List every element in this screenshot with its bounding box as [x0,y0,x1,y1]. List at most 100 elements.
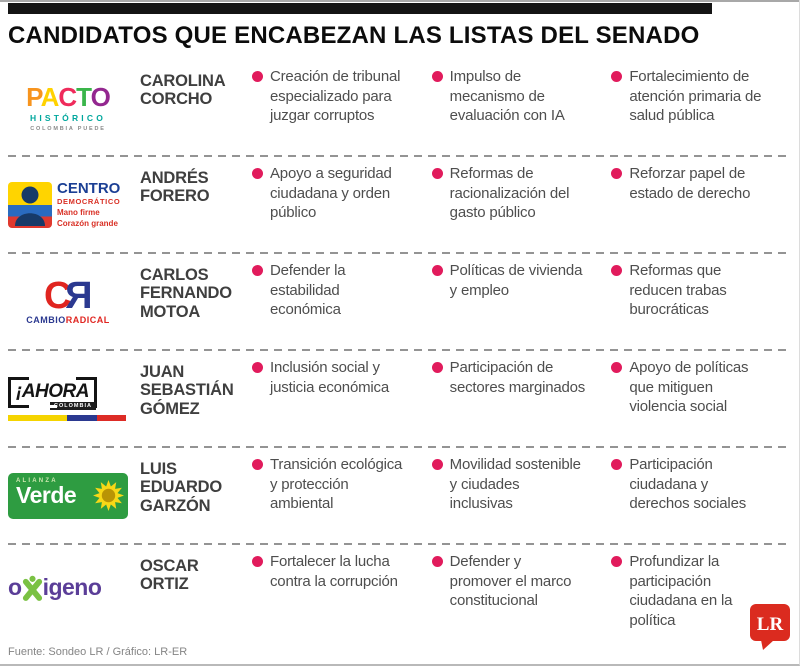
top-gray-line [0,0,799,2]
bullet-icon [431,265,443,276]
proposal-item: Reforzar papel de estado de derecho [611,157,791,223]
bullet-icon [252,168,263,179]
proposal-text: Defender la estabilidad económica [270,262,346,318]
proposal-text: Fortalecer la lucha contra la corrupción [270,553,398,590]
lr-brand-text: LR [757,614,784,635]
flag-red [96,414,126,421]
proposal-item: Transición ecológica y protección ambien… [252,448,432,514]
proposal-item: Defender la estabilidad económica [252,254,432,320]
proposal-text: Participación ciudadana y derechos socia… [629,456,747,512]
proposal-text: Reforzar papel de estado de derecho [629,165,751,202]
proposal-item: Fortalecimiento de atención primaria de … [611,60,791,126]
centro-name-top: CENTRO [57,179,121,197]
pacto-letter: T [76,81,91,112]
row-divider [8,252,791,254]
proposal-item: Inclusión social y justicia económica [252,351,432,417]
candidate-row-andres-forero: CENTRO DEMOCRÁTICO Mano firme Corazón gr… [8,157,791,252]
verde-alianza-text: ALIANZA [16,477,58,484]
oxigeno-x-figure-icon [22,575,42,601]
proposal-text: Fortalecimiento de atención primaria de … [629,68,762,124]
proposal-text: Participación de sectores marginados [449,359,586,396]
proposal-text: Impulso de mecanismo de evaluación con I… [449,68,565,124]
bullet-icon [431,362,443,373]
cambio-radical-monogram: CR [44,274,92,317]
proposal-item: Fortalecer la lucha contra la corrupción [252,545,432,630]
flag-yellow [8,414,67,421]
row-divider [8,543,791,545]
centro-flag-silhouette-icon [8,181,52,228]
bullet-icon [252,265,263,276]
centro-democratico-logo: CENTRO DEMOCRÁTICO Mano firme Corazón gr… [8,181,120,228]
party-logo-alianza-verde: ALIANZA Verde [8,448,140,543]
proposal-item: Políticas de vivienda y empleo [431,254,612,320]
proposal-list: Fortalecer la lucha contra la corrupción… [244,545,791,630]
proposal-text: Defender y promover el marco constitucio… [449,553,572,609]
centro-text: CENTRO DEMOCRÁTICO Mano firme Corazón gr… [57,181,120,228]
proposal-text: Movilidad sostenible y ciudades inclusiv… [449,456,581,512]
lr-brand-logo: LR [749,603,791,656]
proposal-item: Reformas de racionalización del gasto pú… [431,157,612,223]
pacto-letter: P [26,81,41,112]
candidate-name: CAROLINA CORCHO [140,72,225,109]
candidate-name: JUAN SEBASTIÁN GÓMEZ [140,363,234,418]
proposal-item: Apoyo a seguridad ciudadana y orden públ… [252,157,432,223]
proposal-list: Apoyo a seguridad ciudadana y orden públ… [244,157,791,223]
bullet-icon [431,459,443,470]
ahora-logo: ¡AHORA COLOMBIA [8,376,130,421]
candidate-name: LUIS EDUARDO GARZÓN [140,460,223,515]
candidate-name: CARLOS FERNANDO MOTOA [140,266,232,321]
proposal-text: Transición ecológica y protección ambien… [270,456,403,512]
bullet-icon [611,362,623,373]
party-logo-cambio-radical: CR CAMBIORADICAL [8,254,140,349]
pacto-letter: O [90,81,111,112]
proposal-item: Apoyo de políticas que mitiguen violenci… [611,351,791,417]
page-title: CANDIDATOS QUE ENCABEZAN LAS LISTAS DEL … [8,22,700,49]
bullet-icon [431,556,443,567]
proposal-text: Creación de tribunal especializado para … [270,68,401,124]
ahora-colombia-badge: COLOMBIA [50,401,96,410]
ahora-wordmark: ¡AHORA [16,380,90,402]
row-divider [8,155,791,157]
proposal-list: Transición ecológica y protección ambien… [244,448,791,514]
proposal-text: Reformas de racionalización del gasto pú… [449,165,570,221]
proposal-text: Políticas de vivienda y empleo [449,262,583,299]
candidate-row-juan-sebastian-gomez: ¡AHORA COLOMBIA JUAN SEBASTIÁN GÓMEZ Inc… [8,351,791,446]
cambio-radical-wordmark: CAMBIORADICAL [26,315,110,325]
candidate-row-oscar-ortiz: o igeno OSCAR ORTIZ Fortalecer la lucha … [8,545,791,629]
proposal-list: Creación de tribunal especializado para … [244,60,791,126]
proposal-text: Apoyo de políticas que mitiguen violenci… [629,359,749,415]
proposal-item: Creación de tribunal especializado para … [252,60,432,126]
proposal-item: Participación ciudadana y derechos socia… [611,448,791,514]
candidate-row-carolina-corcho: PACTO HISTÓRICO COLOMBIA PUEDE CAROLINA … [8,60,791,155]
party-logo-oxigeno: o igeno [8,545,140,629]
pacto-subtitle: HISTÓRICO [29,112,107,123]
cambio-word: CAMBIO [26,315,66,326]
candidate-rows: PACTO HISTÓRICO COLOMBIA PUEDE CAROLINA … [8,60,791,629]
party-logo-centro-democratico: CENTRO DEMOCRÁTICO Mano firme Corazón gr… [8,157,140,252]
cambio-initial-c: C [44,274,72,317]
source-credit: Fuente: Sondeo LR / Gráfico: LR-ER [8,646,188,658]
proposal-text: Inclusión social y justicia económica [270,359,389,396]
proposal-text: Apoyo a seguridad ciudadana y orden públ… [270,165,392,221]
bullet-icon [611,459,623,470]
proposal-item: Participación de sectores marginados [431,351,612,417]
proposal-item: Defender y promover el marco constitucio… [431,545,612,630]
ahora-bracket-frame: ¡AHORA COLOMBIA [8,376,97,410]
party-logo-ahora-colombia: ¡AHORA COLOMBIA [8,351,140,446]
proposal-item: Movilidad sostenible y ciudades inclusiv… [431,448,612,514]
candidate-name: ANDRÉS FORERO [140,169,210,206]
bullet-icon [431,168,443,179]
pacto-historico-logo: PACTO HISTÓRICO COLOMBIA PUEDE [8,84,128,132]
cambio-radical-logo: CR CAMBIORADICAL [8,274,128,325]
bullet-icon [611,168,623,179]
centro-name-bottom: DEMOCRÁTICO [57,196,121,206]
candidate-row-carlos-fernando-motoa: CR CAMBIORADICAL CARLOS FERNANDO MOTOA D… [8,254,791,349]
verde-wordmark: Verde [16,481,77,508]
radical-word: RADICAL [65,315,110,326]
proposal-item: Impulso de mecanismo de evaluación con I… [431,60,612,126]
colombia-flag-stripe-icon [8,414,126,421]
pacto-wordmark: PACTO [26,81,111,112]
bullet-icon [252,71,263,82]
proposal-item: Reformas que reducen trabas burocráticas [611,254,791,320]
